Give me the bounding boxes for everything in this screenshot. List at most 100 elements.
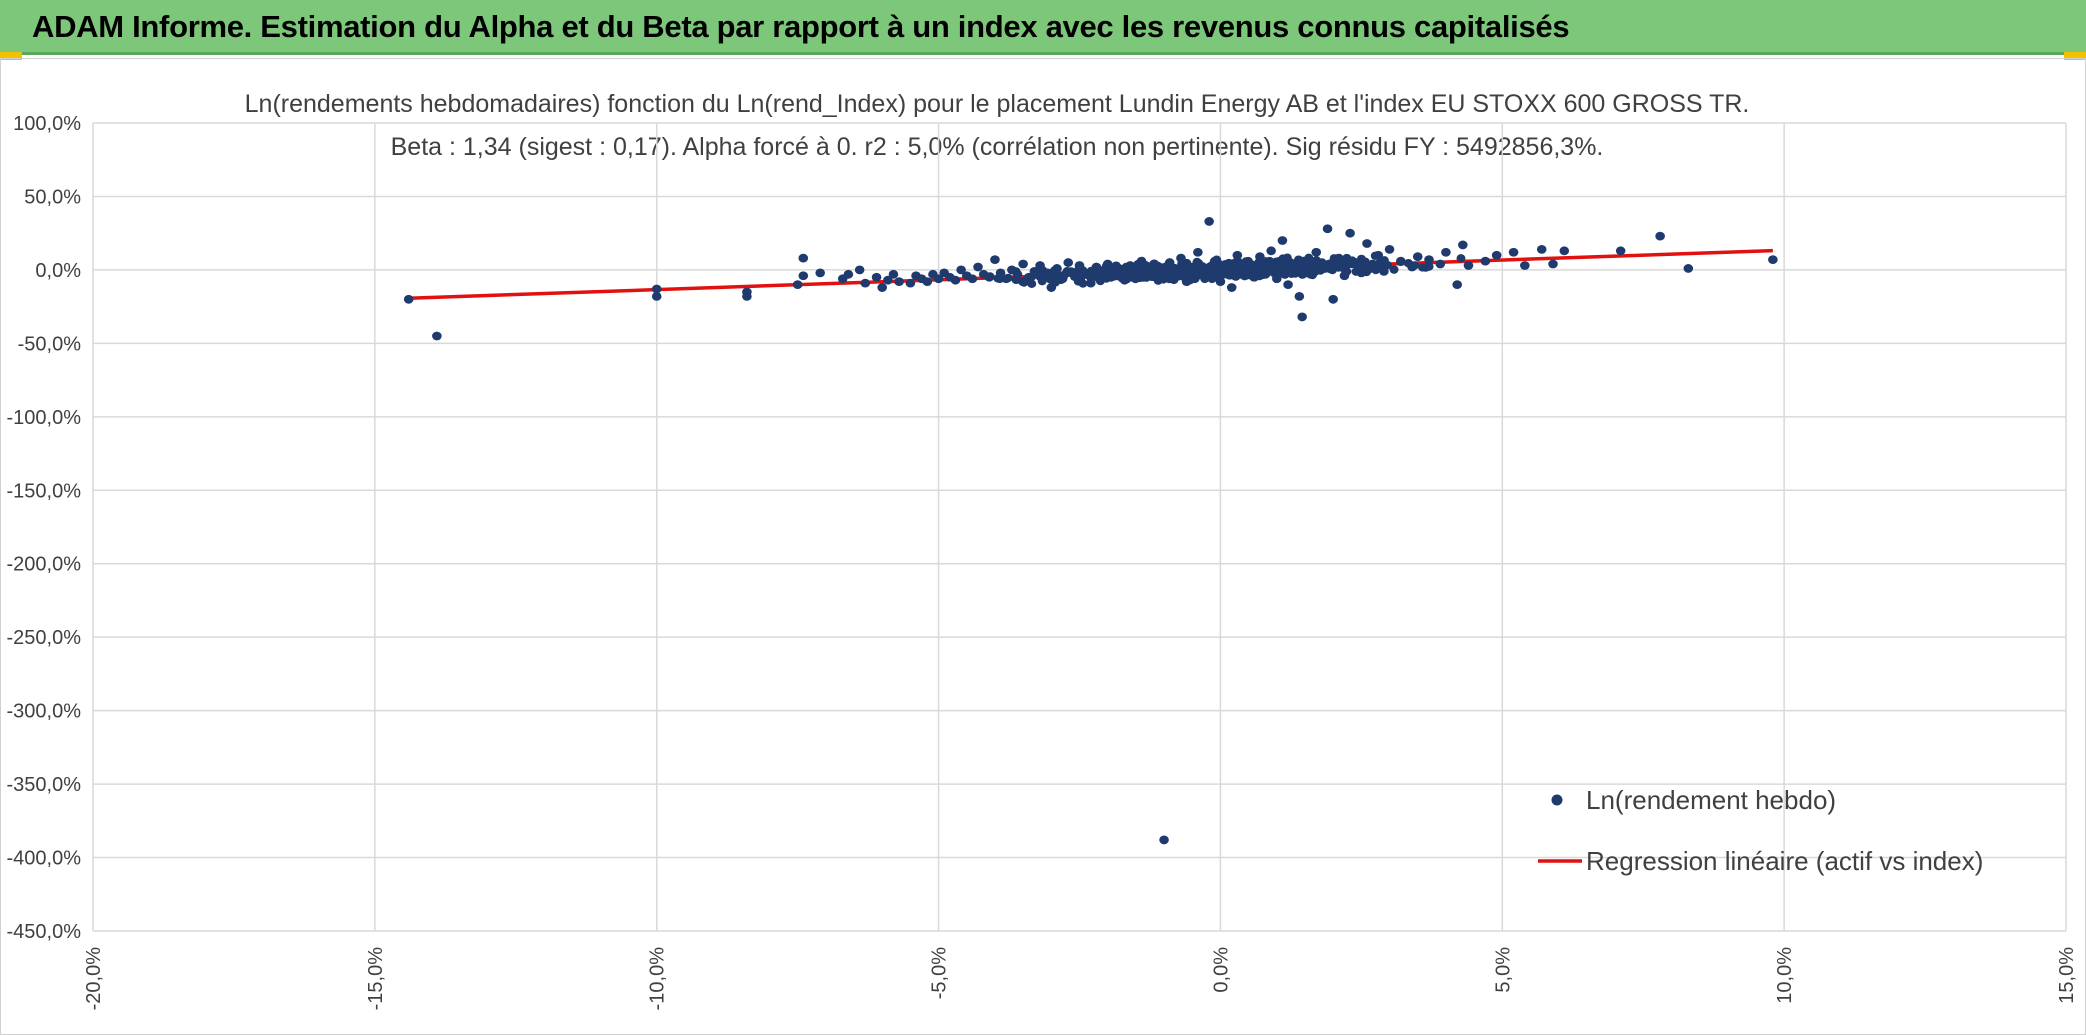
data-point <box>1491 250 1502 260</box>
data-point <box>1367 259 1378 269</box>
data-point <box>1012 269 1023 279</box>
data-point <box>1480 256 1491 266</box>
data-point <box>1768 255 1778 265</box>
data-point <box>860 278 871 288</box>
data-point <box>984 272 995 282</box>
data-point <box>1339 271 1350 281</box>
data-point <box>1029 266 1040 276</box>
data-point <box>1350 258 1361 267</box>
data-point <box>1046 283 1057 292</box>
data-point <box>1334 253 1344 263</box>
data-point <box>933 274 944 284</box>
corner-accent-right <box>2064 52 2086 60</box>
data-point <box>922 277 933 287</box>
data-point <box>1035 261 1045 270</box>
y-tick-label: -50,0% <box>18 333 82 355</box>
data-point <box>1001 274 1012 284</box>
data-point <box>1209 256 1220 266</box>
data-point <box>1274 261 1284 271</box>
x-tick-label: -5,0% <box>929 947 951 999</box>
data-point <box>1153 274 1164 284</box>
data-point <box>1311 247 1322 257</box>
y-tick-label: -250,0% <box>7 627 82 649</box>
corner-accent-left <box>0 52 22 60</box>
data-point <box>1452 280 1462 289</box>
data-point <box>1114 264 1124 273</box>
data-point <box>1102 259 1113 269</box>
data-point <box>1057 274 1068 284</box>
data-point <box>1272 274 1282 284</box>
data-point <box>1136 256 1147 266</box>
data-point <box>1655 231 1665 241</box>
data-point <box>403 294 414 304</box>
legend: Ln(rendement hebdo) Regression linéaire (… <box>1538 785 1983 876</box>
data-point <box>905 278 916 288</box>
data-point <box>1548 259 1558 269</box>
data-point <box>1407 262 1417 272</box>
data-point <box>1195 265 1205 274</box>
data-point <box>950 275 961 285</box>
data-point <box>1615 246 1626 256</box>
data-point <box>742 291 752 301</box>
x-tick-label: 0,0% <box>1210 947 1232 993</box>
data-point <box>1040 271 1051 281</box>
data-point <box>967 274 978 284</box>
data-point <box>1317 264 1327 273</box>
data-point <box>1170 269 1181 279</box>
data-point <box>1260 269 1271 279</box>
data-point <box>1255 252 1265 262</box>
data-point <box>888 269 899 279</box>
data-point <box>815 268 825 278</box>
page-title: ADAM Informe. Estimation du Alpha et du … <box>32 9 1570 44</box>
y-tick-label: -150,0% <box>7 480 82 502</box>
data-point <box>1074 261 1085 270</box>
data-point <box>1198 271 1209 281</box>
data-point <box>1238 268 1248 278</box>
x-tick-label: -15,0% <box>365 947 387 1011</box>
data-point <box>1328 294 1338 304</box>
data-point <box>1267 264 1277 273</box>
data-point <box>798 271 809 281</box>
data-point <box>883 275 893 285</box>
data-point <box>1249 272 1260 282</box>
y-tick-label: 50,0% <box>24 186 81 208</box>
data-point <box>1294 291 1305 301</box>
data-point <box>1536 244 1547 254</box>
x-tick-label: 5,0% <box>1492 947 1514 993</box>
data-point <box>1142 271 1152 281</box>
data-point <box>1211 267 1221 276</box>
data-point <box>1379 266 1389 276</box>
chart-subtitle: Beta : 1,34 (sigest : 0,17). Alpha forcé… <box>390 133 1604 161</box>
data-point <box>1018 259 1028 269</box>
data-point <box>1097 272 1107 282</box>
data-point <box>1424 262 1434 271</box>
data-point <box>995 268 1006 278</box>
y-tick-label: -300,0% <box>7 701 82 723</box>
data-point <box>1226 283 1237 292</box>
data-point <box>1187 262 1198 272</box>
y-axis-ticks: 100,0% 50,0% 0,0% -50,0% -100,0% -150,0% -200,… <box>7 113 82 943</box>
x-tick-label: 10,0% <box>1774 947 1796 1004</box>
y-tick-label: -400,0% <box>7 848 82 870</box>
data-point <box>871 272 882 282</box>
data-point <box>1069 268 1079 278</box>
data-point <box>1131 268 1141 278</box>
data-point <box>1147 262 1158 272</box>
legend-label-points: Ln(rendement hebdo) <box>1586 785 1836 815</box>
data-point <box>1204 217 1214 226</box>
y-tick-label: -450,0% <box>7 921 82 943</box>
data-point <box>1052 264 1062 273</box>
data-point <box>1362 239 1372 248</box>
data-point <box>1243 258 1254 267</box>
legend-label-line: Regression linéaire (actif vs index) <box>1586 846 1983 876</box>
data-point <box>1108 269 1119 279</box>
data-point <box>1176 253 1186 263</box>
data-point <box>1441 247 1451 257</box>
data-point <box>1266 246 1276 256</box>
data-point <box>1373 250 1384 260</box>
data-point <box>1435 259 1446 269</box>
data-point <box>1232 250 1243 260</box>
y-tick-label: -200,0% <box>7 554 82 576</box>
data-point <box>1458 240 1468 250</box>
